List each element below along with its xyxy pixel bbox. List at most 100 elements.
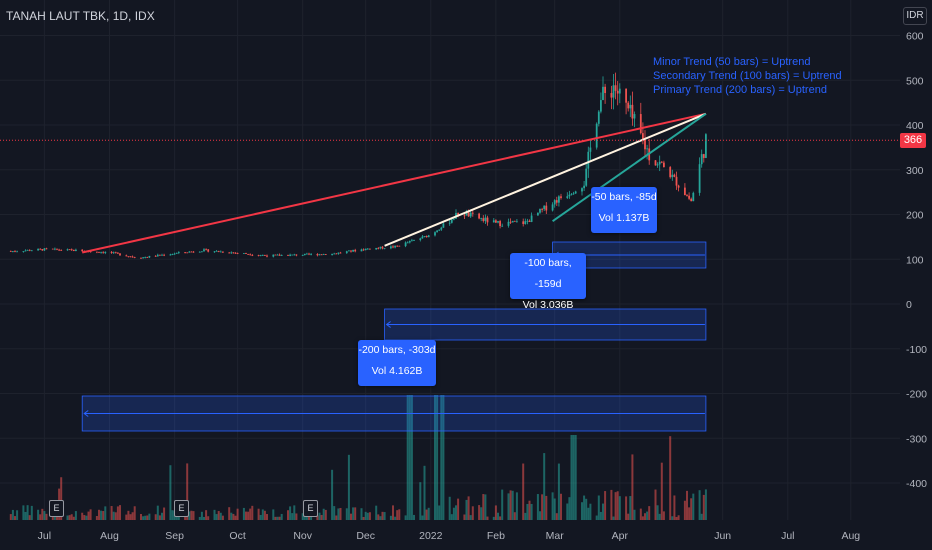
volume-bar [526,503,529,520]
y-tick-label: -100 [906,344,927,356]
candle-body [354,249,357,252]
volume-bar [583,495,586,520]
candle-body [75,249,77,252]
candle-body [583,185,585,189]
volume-bar [161,512,163,520]
trend-lines[interactable] [81,112,707,254]
candle-body [526,220,529,222]
volume-bar [539,511,541,520]
currency-badge[interactable]: IDR [903,7,927,25]
candle-body [125,255,128,257]
volume-bar [654,489,657,520]
x-tick-label: Jul [781,530,794,542]
volume-bar [324,509,327,520]
candle-body [600,100,602,112]
earnings-event-icon[interactable]: E [49,500,64,517]
price-axis[interactable]: 600 500 400 300 200 100 0 -100 -200 -300 -400 [906,31,927,491]
volume-bar [501,489,504,520]
volume-bar [74,511,77,520]
candle-body [333,253,336,255]
x-tick-label: Jun [714,530,731,542]
volume-bar [133,506,136,520]
candle-body [303,253,306,256]
volume-bar [440,395,443,520]
volume-bar [219,512,222,520]
measure-vol-label: Vol 3.036B [522,299,574,311]
volume-bar [41,508,44,520]
candle-body [43,248,46,251]
candle-body [553,200,556,205]
volume-bar [154,514,157,520]
candle-body [572,193,575,195]
volume-bar [377,514,380,520]
volume-bar [280,513,283,520]
candle-body [392,246,394,248]
volume-bar [354,507,357,520]
x-tick-label: Dec [356,530,375,542]
candle-body [117,252,119,254]
volume-bar [362,516,365,520]
measure-tooltip-200: -200 bars, -303d Vol 4.162B [358,340,436,386]
candle-body [203,249,205,252]
volume-bar [242,507,245,520]
candle-body [16,251,18,253]
candle-body [663,162,665,168]
candle-body [434,232,436,236]
symbol-title[interactable]: TANAH LAUT TBK, 1D, IDX [6,9,155,23]
candle-body [450,219,453,223]
candle-body [597,111,600,124]
volume-bar [114,512,117,520]
candle-body [660,161,663,163]
candle-body [677,185,680,188]
volume-bar [669,436,672,520]
candle-body [306,253,308,255]
candle-body [280,255,283,256]
volume-bar [274,516,277,520]
volume-bar [698,490,701,520]
candle-body [133,257,136,258]
volume-bars [9,395,707,520]
candle-body [495,220,497,223]
volume-bar [467,496,470,520]
volume-bar [95,516,98,520]
candle-body [45,248,48,250]
volume-bar [45,513,48,520]
measure-tooltip-100: -100 bars, -159d Vol 3.036B [510,253,586,311]
earnings-event-icon[interactable]: E [303,500,318,517]
volume-bar [448,496,451,520]
volume-bar [30,505,33,520]
candle-body [654,160,657,166]
volume-bar [70,514,73,520]
volume-bar [339,507,342,520]
candles [9,72,707,259]
candle-body [673,174,676,177]
candle-body [686,195,688,196]
time-axis[interactable]: Jul Aug Sep Oct Nov Dec 2022 Feb Mar Apr Jun Jul Aug [38,530,861,542]
candle-body [154,255,157,257]
y-tick-label: 300 [906,165,924,177]
x-tick-label: Mar [546,530,565,542]
candle-body [396,245,399,247]
volume-bar [557,463,560,520]
candle-body [58,249,60,251]
candle-body [261,255,264,256]
volume-bar [144,515,147,520]
candle-body [28,249,31,251]
candle-body [234,252,237,254]
candle-body [486,217,489,223]
candle-body [690,198,693,202]
candle-body [100,252,102,254]
candle-body [480,218,483,220]
candle-body [144,257,147,258]
earnings-event-icon[interactable]: E [174,500,189,517]
candle-body [684,187,686,196]
volume-bar [507,493,510,520]
trend-note-primary: Primary Trend (200 bars) = Uptrend [653,84,827,96]
candle-body [442,223,445,228]
candle-body [89,251,92,253]
volume-bar [704,489,707,520]
volume-bar [568,497,571,520]
volume-bar [230,512,233,520]
